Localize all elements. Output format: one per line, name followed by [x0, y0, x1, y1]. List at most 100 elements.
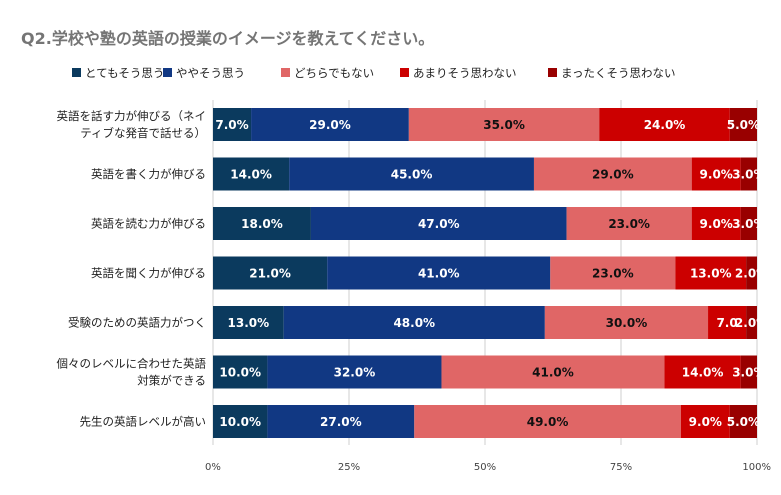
data-label: 5.0% — [727, 415, 760, 429]
legend-label: とてもそう思う — [85, 66, 164, 80]
category-label: 英語を書く力が伸びる — [91, 167, 206, 181]
data-label: 23.0% — [592, 267, 634, 281]
bar-segment — [289, 157, 534, 191]
data-label: 30.0% — [606, 316, 648, 330]
legend-label: どちらでもない — [294, 66, 374, 80]
data-label: 3.0% — [732, 217, 765, 231]
legend-label: まったくそう思わない — [561, 66, 676, 80]
data-label: 9.0% — [700, 168, 733, 182]
data-label: 10.0% — [219, 415, 261, 429]
bar-segment — [213, 306, 284, 339]
data-label: 41.0% — [418, 267, 460, 281]
bar-segment — [664, 355, 741, 389]
x-tick-label: 100% — [742, 462, 771, 473]
bar-segment — [213, 207, 311, 240]
data-label: 18.0% — [241, 217, 283, 231]
bar-segment — [213, 256, 328, 290]
bar-segment — [213, 157, 290, 191]
bar-segment — [213, 405, 268, 438]
chart-title: Q2.学校や塾の英語の授業のイメージを教えてください。 — [21, 29, 434, 48]
bar-segment — [675, 256, 747, 290]
data-label: 27.0% — [320, 415, 362, 429]
bar-segment — [310, 207, 567, 240]
data-label: 5.0% — [727, 118, 760, 132]
data-label: 29.0% — [309, 118, 351, 132]
data-label: 3.0% — [732, 168, 765, 182]
category-label: 対策ができる — [137, 374, 206, 388]
category-label: 受験のための英語力がつく — [68, 316, 206, 330]
bar-segment — [691, 157, 741, 191]
data-label: 14.0% — [230, 168, 272, 182]
category-label: 英語を聞く力が伸びる — [91, 266, 206, 280]
category-label: 英語を読む力が伸びる — [91, 217, 206, 231]
legend-swatch — [281, 68, 290, 77]
bar-segment — [680, 405, 730, 438]
data-label: 35.0% — [483, 118, 525, 132]
category-label: 先生の英語レベルが高い — [80, 415, 207, 429]
bar-segment — [533, 157, 692, 191]
data-label: 13.0% — [690, 267, 732, 281]
bar-segment — [267, 405, 415, 438]
bar-segment — [729, 405, 757, 438]
legend-swatch — [548, 68, 557, 77]
data-label: 47.0% — [418, 217, 460, 231]
bar-segment — [213, 108, 252, 141]
bar-segment — [740, 157, 757, 191]
x-tick-label: 50% — [474, 462, 496, 473]
data-label: 10.0% — [219, 366, 261, 380]
bar-segment — [544, 306, 709, 339]
bar-segment — [691, 207, 741, 240]
data-label: 7.0% — [215, 118, 248, 132]
data-label: 7.0 — [716, 316, 737, 330]
data-label: 45.0% — [391, 168, 433, 182]
bar-segment — [708, 306, 747, 339]
data-label: 48.0% — [393, 316, 435, 330]
bar-segment — [740, 355, 757, 389]
category-label: 個々のレベルに合わせた英語 — [57, 357, 207, 371]
bar-segment — [213, 355, 268, 389]
category-label: ティブな発音で話せる） — [80, 126, 206, 140]
data-label: 3.0% — [732, 366, 765, 380]
bar-segment — [414, 405, 681, 438]
data-label: 32.0% — [334, 366, 376, 380]
x-tick-label: 0% — [205, 462, 221, 473]
bar-segment — [283, 306, 545, 339]
data-label: 9.0% — [700, 217, 733, 231]
bar-segment — [740, 207, 757, 240]
bar-segment — [251, 108, 409, 141]
x-tick-label: 25% — [338, 462, 360, 473]
data-label: 23.0% — [608, 217, 650, 231]
data-label: 41.0% — [532, 366, 574, 380]
data-label: 2.0% — [735, 316, 768, 330]
bar-segment — [441, 355, 665, 389]
bar-segment — [746, 256, 757, 290]
legend: とてもそう思う ややそう思う どちらでもない あまりそう思わない まったくそう思わない — [72, 66, 676, 80]
legend-swatch — [72, 68, 81, 77]
bar-segment — [408, 108, 600, 141]
data-label: 9.0% — [689, 415, 722, 429]
legend-swatch — [163, 68, 172, 77]
data-label: 13.0% — [228, 316, 270, 330]
bar-segment — [746, 306, 757, 339]
bar-segment — [550, 256, 676, 290]
legend-label: ややそう思う — [176, 66, 245, 80]
data-label: 24.0% — [644, 118, 686, 132]
bars: 7.0% 29.0% 35.0% 24.0% 5.0% 14.0% 45.0% 29.0% 9.… — [213, 108, 768, 438]
x-axis-ticks: 0% 25% 50% 75% 100% — [205, 462, 771, 473]
bar-segment — [327, 256, 551, 290]
data-label: 29.0% — [592, 168, 634, 182]
bar-segment — [729, 108, 757, 141]
bar-segment — [267, 355, 442, 389]
x-tick-label: 75% — [610, 462, 632, 473]
bar-segment — [566, 207, 692, 240]
category-label: 英語を話す力が伸びる（ネイ — [57, 109, 207, 123]
data-label: 2.0% — [735, 267, 768, 281]
data-label: 21.0% — [249, 267, 291, 281]
data-label: 49.0% — [527, 415, 569, 429]
bar-segment — [599, 108, 730, 141]
legend-swatch — [400, 68, 409, 77]
legend-label: あまりそう思わない — [413, 66, 517, 80]
data-label: 14.0% — [682, 366, 724, 380]
